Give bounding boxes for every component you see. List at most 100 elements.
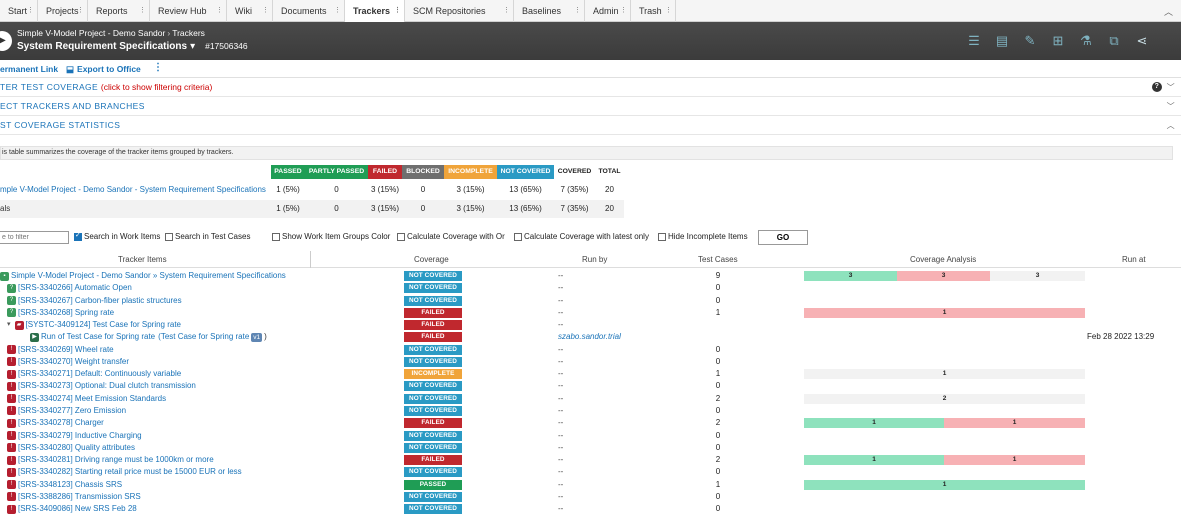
stats-section-header[interactable]: ST COVERAGE STATISTICS ︿ [0, 116, 1181, 135]
tab-reports[interactable]: Reports ⋮ [88, 0, 150, 22]
tab-menu-icon[interactable]: ⋮ [216, 7, 223, 14]
tab-menu-icon[interactable]: ⋮ [503, 7, 510, 14]
coverage-latest-option[interactable]: Calculate Coverage with latest only [514, 232, 649, 241]
search-test-cases-option[interactable]: Search in Test Cases [165, 232, 250, 241]
tracker-item[interactable]: ! [SRS-3340277] Zero Emission [7, 405, 126, 417]
tracker-item-label[interactable]: [SRS-3340269] Wheel rate [18, 344, 114, 354]
tracker-item-label[interactable]: [SRS-3340270] Weight transfer [18, 356, 130, 366]
tracker-item-label[interactable]: [SRS-3340268] Spring rate [18, 307, 115, 317]
stats-tracker-link[interactable]: mple V-Model Project - Demo Sandor - Sys… [0, 185, 266, 194]
tracker-item[interactable]: ! [SRS-3348123] Chassis SRS [7, 479, 122, 491]
tab-start[interactable]: Start ⋮ [0, 0, 38, 22]
share-icon[interactable]: ⋖ [1136, 33, 1148, 48]
tab-menu-icon[interactable]: ⋮ [27, 7, 34, 14]
tab-baselines[interactable]: Baselines ⋮ [514, 0, 585, 22]
tracker-item-label[interactable]: [SRS-3340278] Charger [18, 418, 104, 428]
hide-incomplete-checkbox[interactable] [658, 232, 666, 241]
tab-menu-icon[interactable]: ⋮ [334, 7, 341, 14]
column-coverage[interactable]: Coverage [414, 255, 449, 264]
breadcrumb-project-link[interactable]: Simple V-Model Project - Demo Sandor [17, 28, 166, 38]
tab-menu-icon[interactable]: ⋮ [574, 7, 581, 14]
trackers-section-header[interactable]: ECT TRACKERS AND BRANCHES ﹀ [0, 97, 1181, 116]
help-icon[interactable]: ? [1152, 82, 1162, 92]
tracker-item[interactable]: ! [SRS-3340273] Optional: Dual clutch tra… [7, 380, 196, 392]
tab-trackers[interactable]: Trackers ⋮ [345, 0, 405, 22]
tracker-item[interactable]: ! [SRS-3340269] Wheel rate [7, 344, 114, 356]
tab-menu-icon[interactable]: ⋮ [620, 7, 627, 14]
tracker-item[interactable]: ! [SRS-3340280] Quality attributes [7, 442, 135, 454]
tracker-item-label[interactable]: [SRS-3340277] Zero Emission [18, 405, 127, 415]
tracker-item[interactable]: ! [SRS-3388286] Transmission SRS [7, 491, 141, 503]
export-to-office-button[interactable]: ⬓ Export to Office [66, 64, 141, 75]
tracker-item[interactable]: ▾ ▰ [SYSTC-3409124] Test Case for Spring r… [7, 319, 181, 331]
tracker-item-label[interactable]: [SRS-3340274] Meet Emission Standards [18, 393, 167, 403]
collapse-nav-icon[interactable]: ︿ [1163, 7, 1173, 17]
column-test-cases[interactable]: Test Cases [698, 255, 738, 264]
column-tracker-items[interactable]: Tracker Items [118, 255, 167, 264]
tracker-item[interactable]: ▪ Simple V-Model Project - Demo Sandor » … [0, 270, 286, 282]
tracker-item-label[interactable]: [SRS-3340279] Inductive Charging [18, 430, 142, 440]
tracker-item-label[interactable]: [SRS-3340267] Carbon-fiber plastic struc… [18, 295, 182, 305]
column-run-by[interactable]: Run by [582, 255, 608, 264]
tab-trash[interactable]: Trash ⋮ [631, 0, 676, 22]
test-case-link[interactable]: Test Case for Spring rate [160, 332, 250, 342]
search-work-items-option[interactable]: Search in Work Items [74, 231, 160, 241]
tracker-item-label[interactable]: Run of Test Case for Spring rate [41, 332, 156, 342]
tracker-item-label[interactable]: [SYSTC-3409124] Test Case for Spring rat… [25, 320, 182, 330]
coverage-or-checkbox[interactable] [397, 232, 405, 241]
search-test-cases-checkbox[interactable] [165, 232, 173, 241]
tab-menu-icon[interactable]: ⋮ [262, 7, 269, 14]
tracker-item-label[interactable]: [SRS-3340281] Driving range must be 1000… [18, 455, 214, 465]
coverage-latest-checkbox[interactable] [514, 232, 522, 241]
tab-wiki[interactable]: Wiki ⋮ [227, 0, 273, 22]
filter-section-header[interactable]: TER TEST COVERAGE (click to show filteri… [0, 78, 1181, 97]
filter-input[interactable] [0, 231, 69, 244]
tracker-item[interactable]: ! [SRS-3340271] Default: Continuously var… [7, 368, 181, 380]
tracker-item-label[interactable]: [SRS-3409086] New SRS Feb 28 [18, 504, 137, 514]
permanent-link[interactable]: ermanent Link [0, 64, 59, 74]
column-coverage-analysis[interactable]: Coverage Analysis [910, 255, 977, 264]
tracker-item-label[interactable]: [SRS-3340271] Default: Continuously vari… [18, 369, 182, 379]
tracker-item[interactable]: ! [SRS-3409086] New SRS Feb 28 [7, 503, 137, 515]
tracker-item[interactable]: ! [SRS-3340278] Charger [7, 417, 104, 429]
run-by[interactable]: szabo.sandor.trial [558, 332, 621, 342]
tracker-item[interactable]: ▶ Run of Test Case for Spring rate(Test C… [30, 331, 267, 343]
tracker-item[interactable]: ! [SRS-3340279] Inductive Charging [7, 430, 142, 442]
group-color-option[interactable]: Show Work Item Groups Color [272, 232, 390, 241]
expand-toggle-icon[interactable]: ▾ [7, 321, 11, 329]
tab-menu-icon[interactable]: ⋮ [139, 7, 146, 14]
tab-scm-repositories[interactable]: SCM Repositories ⋮ [405, 0, 514, 22]
tracker-item[interactable]: ? [SRS-3340267] Carbon-fiber plastic stru… [7, 295, 182, 307]
tracker-item-label[interactable]: [SRS-3340280] Quality attributes [18, 442, 135, 452]
go-button[interactable]: GO [758, 230, 808, 245]
column-run-at[interactable]: Run at [1122, 255, 1146, 264]
chevron-up-icon[interactable]: ︿ [1166, 121, 1175, 130]
tracker-item-label[interactable]: [SRS-3348123] Chassis SRS [18, 479, 123, 489]
document-view-icon[interactable]: ▤ [995, 33, 1009, 48]
title-dropdown-icon[interactable]: ▾ [190, 41, 196, 52]
tab-menu-icon[interactable]: ⋮ [77, 7, 84, 14]
breadcrumb-trackers-link[interactable]: Trackers [172, 28, 205, 38]
tracker-item[interactable]: ? [SRS-3340266] Automatic Open [7, 282, 132, 294]
tracker-item-label[interactable]: [SRS-3388286] Transmission SRS [18, 491, 141, 501]
relations-icon[interactable]: ⧉ [1109, 33, 1119, 48]
tracker-item[interactable]: ! [SRS-3340281] Driving range must be 100… [7, 454, 214, 466]
tab-menu-icon[interactable]: ⋮ [394, 7, 401, 14]
tracker-item[interactable]: ! [SRS-3340282] Starting retail price mus… [7, 466, 242, 478]
tab-review-hub[interactable]: Review Hub ⋮ [150, 0, 227, 22]
test-coverage-icon[interactable]: ⚗ [1080, 33, 1092, 48]
tracker-item-label[interactable]: [SRS-3340266] Automatic Open [18, 283, 132, 293]
tracker-item[interactable]: ! [SRS-3340274] Meet Emission Standards [7, 393, 166, 405]
list-view-icon[interactable]: ☰ [968, 33, 980, 48]
hide-incomplete-option[interactable]: Hide Incomplete Items [658, 232, 748, 241]
more-actions-icon[interactable]: ⋮ [153, 62, 163, 73]
tracker-item-label[interactable]: [SRS-3340282] Starting retail price must… [18, 467, 242, 477]
tracker-item-label[interactable]: [SRS-3340273] Optional: Dual clutch tran… [18, 381, 196, 391]
tracker-item[interactable]: ! [SRS-3340270] Weight transfer [7, 356, 129, 368]
tracker-title[interactable]: System Requirement Specifications [17, 41, 188, 52]
group-color-checkbox[interactable] [272, 232, 280, 241]
edit-view-icon[interactable]: ✎ [1024, 33, 1036, 48]
search-work-items-checkbox[interactable] [74, 231, 82, 241]
filter-hint[interactable]: (click to show filtering criteria) [100, 82, 213, 92]
coverage-or-option[interactable]: Calculate Coverage with Or [397, 232, 505, 241]
